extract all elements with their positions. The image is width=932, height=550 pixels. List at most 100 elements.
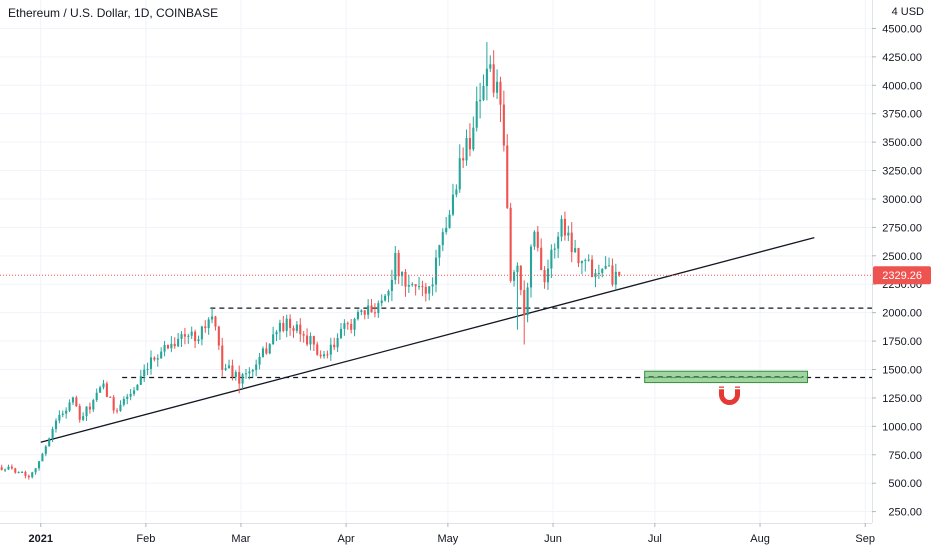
candle-body [24,471,27,476]
candle-body [289,318,292,328]
candle-body [482,86,485,100]
candle-body [272,334,275,345]
candle-body [543,270,546,283]
candle-body [424,286,427,294]
candle-body [48,438,51,447]
candle-body [462,158,465,161]
candle-body [200,326,203,340]
candle-body [546,268,550,283]
buy-zone[interactable] [644,370,809,384]
time-tick-label: Apr [338,533,355,545]
candle-body [312,335,315,345]
candle-body [41,453,44,462]
candle-body [336,337,339,348]
candle-body [95,392,98,401]
candle-body [496,81,499,93]
candle-body [414,284,417,287]
candle-body [227,365,231,369]
candle-body [506,145,509,208]
buy-zone-rect[interactable] [644,370,809,384]
candle-body [122,398,125,405]
candle-body [0,467,3,470]
candle-body [132,390,136,394]
candle-body [390,279,393,292]
candle-body [143,369,146,377]
time-tick-label: Feb [136,533,155,545]
candle-body [248,371,251,374]
candle-body [434,257,438,285]
candle-body [540,247,543,271]
candle-body [265,348,268,354]
magnet-shape [718,386,740,405]
candle-body [4,469,7,471]
candle-body [367,305,370,315]
candle-body [333,344,336,348]
candle-body [580,261,583,264]
candle-body [339,328,343,338]
candle-body [177,338,180,347]
candle-body [285,318,288,331]
candle-body [299,324,302,335]
candle-body [244,373,248,375]
candle-body [92,400,95,410]
candle-body [584,260,587,262]
price-tick-label: 2500.00 [882,251,922,263]
candle-body [560,218,563,237]
candle-body [502,104,505,146]
candle-body [536,231,539,248]
candle-body [139,376,142,385]
candle-body [499,81,502,105]
candle-body [370,305,373,313]
candle-body [326,354,329,356]
time-tick-label: Aug [750,533,770,545]
candle-body [346,323,349,325]
price-tick-label: 1000.00 [882,421,922,433]
candle-body [65,410,68,414]
candle-body [149,357,153,369]
candle-body [519,265,522,291]
candle-body [17,472,20,474]
candle-body [533,231,536,247]
candle-body [407,285,410,287]
candle-body [241,374,244,384]
candle-body [68,402,71,411]
candle-body [7,466,10,470]
candle-body [163,345,166,352]
candle-body [512,272,516,281]
candle-body [224,368,227,370]
candle-body [187,335,190,337]
candle-body [591,259,594,278]
currency-prefix: 4 [891,6,898,18]
candle-body [119,404,122,411]
symbol-title: Ethereum / U.S. Dollar, 1D, COINBASE [8,6,219,20]
price-tick-label: 2750.00 [882,222,922,234]
candle-body [88,406,91,410]
candle-body [112,397,115,411]
time-axis[interactable]: 2021 Feb Mar Apr May Jun Jul Aug Sep [0,523,932,550]
candle-body [136,384,139,391]
trendline[interactable] [40,236,815,443]
candle-body [302,334,305,336]
candle-body [166,345,170,349]
candle-body [550,249,553,269]
candle-body [231,365,234,377]
candle-body [563,218,566,236]
candle-body [343,323,346,329]
candle-body [353,318,356,330]
candle-body [44,446,47,454]
candle-body [397,252,400,277]
currency-label[interactable]: 4 USD [892,6,924,18]
candle-body [153,357,156,360]
candle-body [601,268,604,273]
candle-body [479,99,482,102]
price-tick-label: 250.00 [888,507,922,519]
candle-body [105,383,108,397]
candle-body [10,466,13,469]
price-tick-label: 3500.00 [882,137,922,149]
candle-body [58,414,61,421]
candle-body [428,286,431,294]
candle-body [116,410,119,412]
candle-body [475,101,478,128]
